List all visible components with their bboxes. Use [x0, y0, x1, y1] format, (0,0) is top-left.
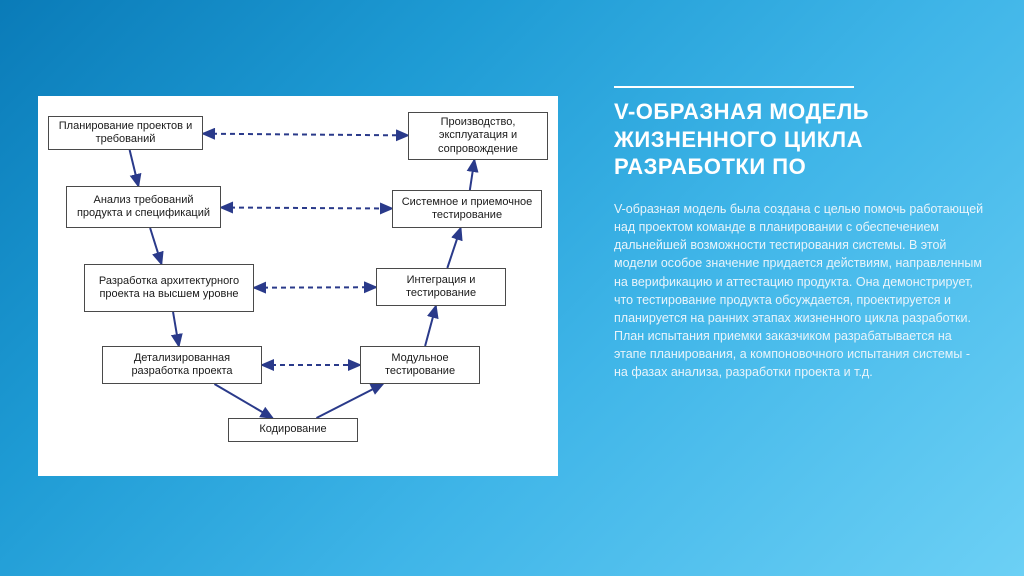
- diagram-container: Планирование проектов и требований Анализ…: [38, 96, 558, 476]
- diagram-node: Планирование проектов и требований: [48, 116, 203, 150]
- title-block: V-ОБРАЗНАЯ МОДЕЛЬ ЖИЗНЕННОГО ЦИКЛА РАЗРА…: [614, 86, 984, 181]
- title-divider: [614, 86, 854, 88]
- diagram-node: Системное и приемочное тестирование: [392, 190, 542, 228]
- diagram-node: Анализ требований продукта и спецификаци…: [66, 186, 221, 228]
- diagram-node: Разработка архитектурного проекта на выс…: [84, 264, 254, 312]
- diagram-node: Модульное тестирование: [360, 346, 480, 384]
- diagram-node: Кодирование: [228, 418, 358, 442]
- slide-body: V-образная модель была создана с целью п…: [614, 200, 984, 381]
- diagram-node: Интеграция и тестирование: [376, 268, 506, 306]
- diagram-node: Производство, эксплуатация и сопровожден…: [408, 112, 548, 160]
- v-model-diagram: Планирование проектов и требований Анализ…: [38, 96, 558, 476]
- slide-title: V-ОБРАЗНАЯ МОДЕЛЬ ЖИЗНЕННОГО ЦИКЛА РАЗРА…: [614, 98, 984, 181]
- diagram-node: Детализированная разработка проекта: [102, 346, 262, 384]
